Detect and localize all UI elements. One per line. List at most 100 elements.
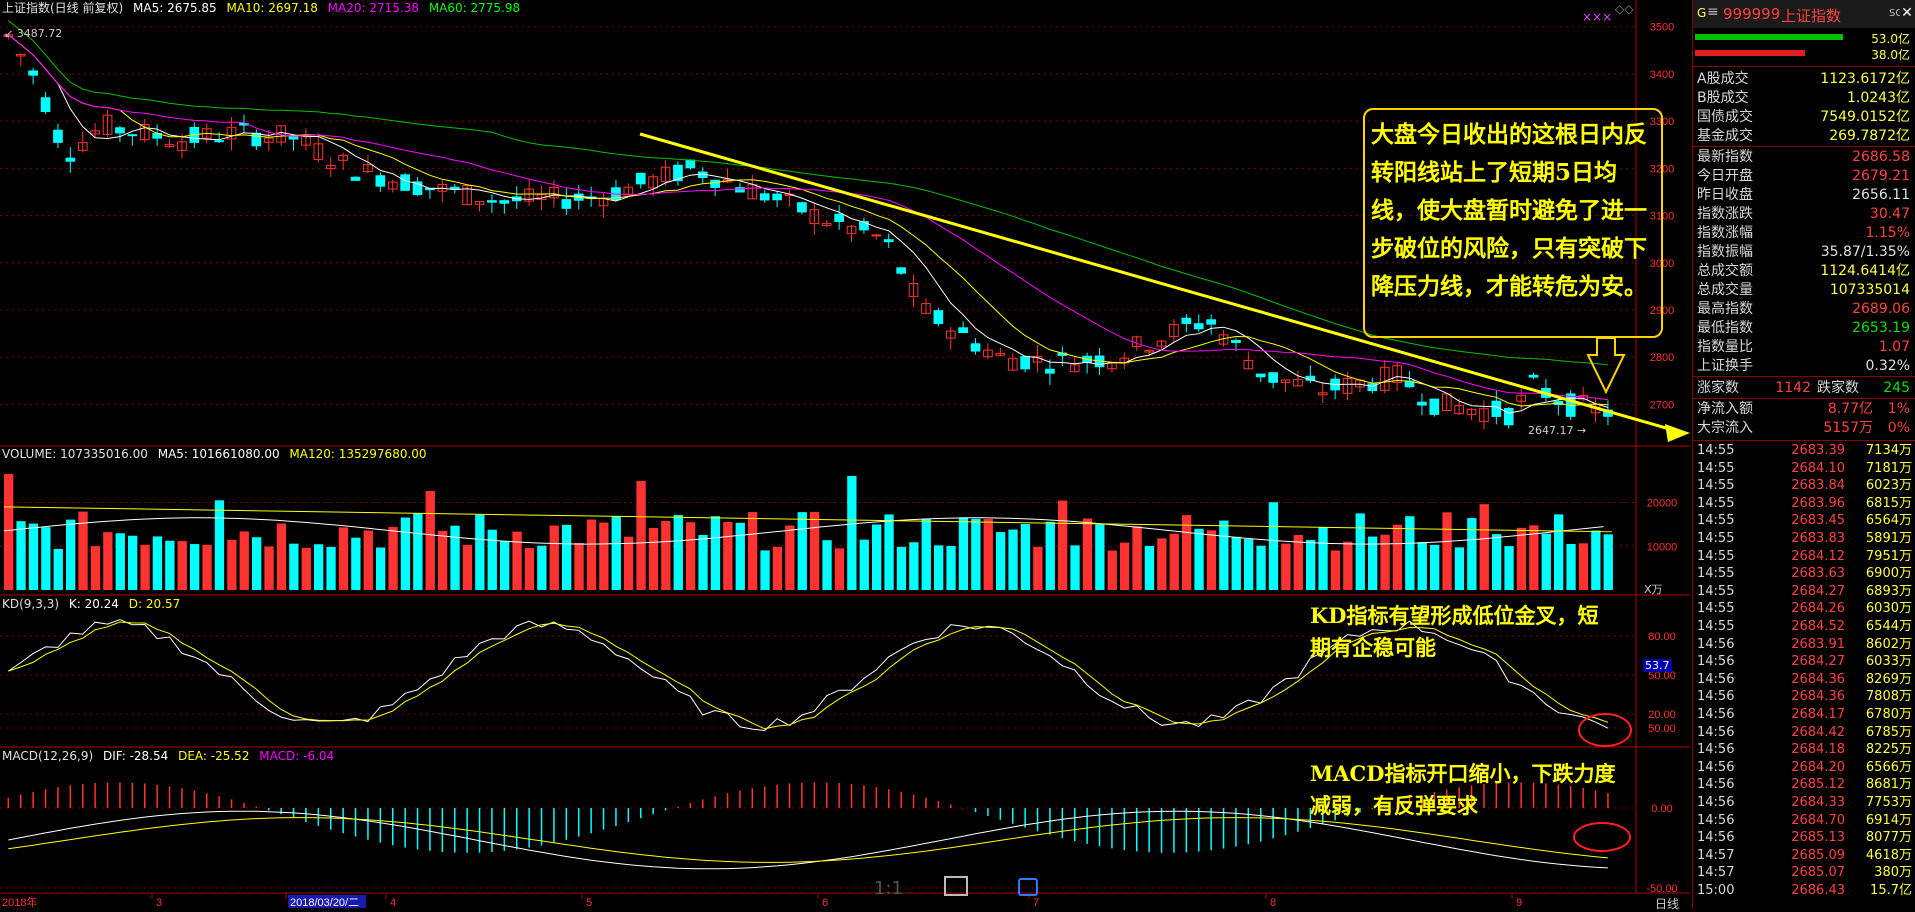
candle-body xyxy=(908,283,919,297)
macd-tick-label: 0.00 xyxy=(1651,803,1672,815)
group-icon[interactable]: G xyxy=(1697,6,1707,20)
kd-k-label: K: 20.24 xyxy=(68,597,119,611)
row-label: 指数涨跌 xyxy=(1697,206,1753,222)
cursor-icon[interactable] xyxy=(1018,878,1038,896)
row-value: 1.15% xyxy=(1865,225,1910,241)
candle-body xyxy=(759,193,770,201)
candle-body xyxy=(214,140,224,143)
diamond-icon[interactable]: ◇◇ xyxy=(1615,2,1634,16)
candle-body xyxy=(1280,379,1291,383)
macd-header: MACD(12,26,9) DIF: -28.54 DEA: -25.52 MA… xyxy=(2,748,340,764)
ma60-line xyxy=(7,20,1608,366)
volume-bar xyxy=(1045,521,1055,590)
volume-bar xyxy=(872,524,882,590)
volume-bar xyxy=(896,546,907,590)
volume-bar xyxy=(165,540,175,590)
tick-volume: 6815万 xyxy=(1865,495,1912,511)
fullscreen-icon[interactable] xyxy=(944,876,968,896)
volume-bar xyxy=(710,516,721,590)
volume-bar xyxy=(388,526,398,590)
candle-body xyxy=(1268,372,1278,383)
tick-volume: 7808万 xyxy=(1865,689,1912,705)
candle-body xyxy=(1503,408,1514,426)
marker-dots-icon: ××× xyxy=(1582,10,1613,24)
candle-body xyxy=(1007,358,1018,371)
volume-bar xyxy=(1578,543,1589,590)
volume-bar xyxy=(574,542,584,590)
candle-body xyxy=(15,53,26,57)
tick-price: 2684.42 xyxy=(1791,724,1845,740)
kd-d-label: D: 20.57 xyxy=(128,597,181,611)
candle-body xyxy=(487,200,497,203)
tick-time: 14:55 xyxy=(1697,531,1735,546)
volume-bar xyxy=(475,514,485,590)
macd-dea-label: DEA: -25.52 xyxy=(178,749,250,763)
row-label: 最低指数 xyxy=(1697,320,1753,336)
tick-volume: 5891万 xyxy=(1865,531,1912,546)
tick-time: 14:55 xyxy=(1697,548,1735,564)
row-label: 指数量比 xyxy=(1697,339,1753,355)
volume-bar xyxy=(202,544,212,590)
period-label[interactable]: 日线 xyxy=(1655,897,1680,911)
tick-volume: 6030万 xyxy=(1865,601,1912,617)
volume-bar xyxy=(1306,539,1316,590)
tick-price: 2684.12 xyxy=(1791,548,1845,564)
volume-bar xyxy=(946,545,956,590)
volume-bar xyxy=(152,536,163,590)
kd-tick-label: 50.00 xyxy=(1648,670,1676,682)
row-value: 0.32% xyxy=(1865,358,1910,374)
tick-time: 14:57 xyxy=(1697,847,1735,863)
candle-body xyxy=(958,327,968,334)
tick-volume: 8077万 xyxy=(1865,830,1912,846)
row-value: 35.87/1.35% xyxy=(1820,244,1910,260)
kline-chart-area[interactable]: 3500 3400 3300 3200 3100 3000 2900 2800 2700 2000… xyxy=(0,0,1690,911)
tick-price: 2684.70 xyxy=(1791,812,1845,828)
tick-price: 2684.27 xyxy=(1791,654,1845,670)
tick-row: 14:57 2685.07 380万 xyxy=(1693,864,1915,882)
row-pct: 0% xyxy=(1887,420,1910,436)
date-label: 5 xyxy=(586,897,592,909)
candle-body xyxy=(1255,373,1266,378)
close-icon[interactable]: ✕ xyxy=(1900,5,1914,21)
candle-body xyxy=(102,114,113,135)
row-label: 基金成交 xyxy=(1697,128,1753,144)
main-chart-header: 上证指数(日线 前复权) MA5: 2675.85 MA10: 2697.18 … xyxy=(2,0,526,16)
menu-icon[interactable]: ≡ xyxy=(1707,4,1719,20)
candle-body xyxy=(561,199,572,209)
volume-ma5-line xyxy=(3,517,1604,545)
tick-volume: 6893万 xyxy=(1865,583,1912,599)
tick-time: 14:55 xyxy=(1697,443,1735,458)
volume-bar xyxy=(1318,527,1328,590)
volume-bar xyxy=(128,535,138,590)
tick-time: 14:56 xyxy=(1697,724,1735,740)
corner-tag[interactable]: SG1 xyxy=(1889,8,1909,19)
candle-body xyxy=(685,159,696,169)
tick-row: 14:56 2683.91 8602万 xyxy=(1693,636,1915,654)
tick-row: 14:55 2684.12 7951万 xyxy=(1693,548,1915,566)
candle-body xyxy=(809,209,820,225)
kd-d-line xyxy=(8,621,1609,730)
row-label: 净流入额 xyxy=(1697,401,1753,417)
volume-bar xyxy=(1132,526,1142,590)
up-count: 1142 xyxy=(1775,380,1811,396)
row-label: 昨日收盘 xyxy=(1697,187,1753,203)
row-value: 1.07 xyxy=(1878,339,1910,355)
volume-bar xyxy=(1355,513,1365,590)
down-count-label: 跌家数 xyxy=(1817,380,1859,396)
volume-bar xyxy=(190,544,200,590)
candle-body xyxy=(1454,405,1464,415)
candle-body xyxy=(1045,368,1055,374)
tick-row: 14:56 2685.12 8681万 xyxy=(1693,776,1915,794)
stat-row: 总成交量 107335014 xyxy=(1693,281,1915,300)
index-code: 999999 xyxy=(1723,5,1781,23)
flow-row: 净流入额 8.77亿 1% xyxy=(1693,400,1915,419)
tick-volume: 6023万 xyxy=(1865,478,1912,494)
zoom-ratio[interactable]: 1:1 xyxy=(874,878,903,899)
tick-time: 14:56 xyxy=(1697,707,1735,722)
candle-body xyxy=(164,144,175,148)
volume-bar xyxy=(661,521,671,590)
volume-bar xyxy=(1157,538,1167,590)
volume-bar xyxy=(673,514,683,590)
volume-bar xyxy=(958,517,969,590)
tick-row: 14:55 2683.84 6023万 xyxy=(1693,477,1915,495)
